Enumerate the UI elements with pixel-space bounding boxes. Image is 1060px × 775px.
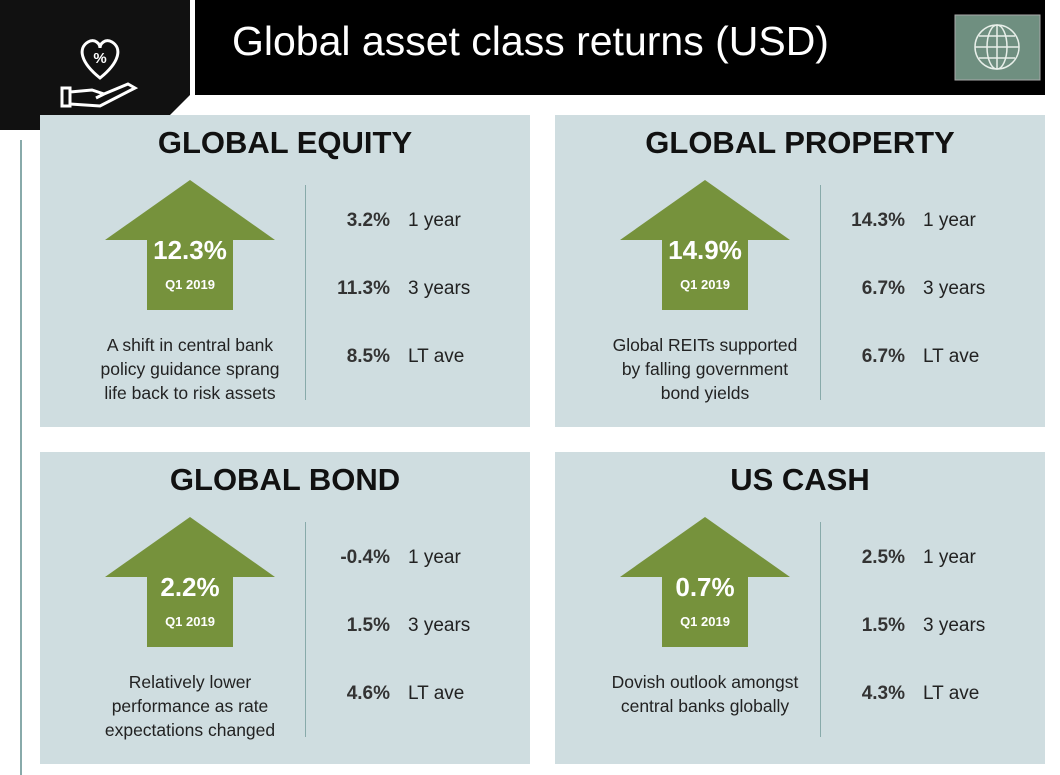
divider xyxy=(305,522,306,737)
description-line: Relatively lower xyxy=(128,672,252,692)
globe-icon xyxy=(974,24,1020,70)
headline-value: 0.7% xyxy=(675,572,735,602)
left-rule xyxy=(20,140,22,775)
description-line: policy guidance sprang xyxy=(100,359,280,379)
stat-value: 11.3% xyxy=(337,278,390,299)
description-line: central banks globally xyxy=(620,696,790,716)
panel-title: US CASH xyxy=(730,462,870,497)
divider xyxy=(820,522,821,737)
divider xyxy=(305,185,306,400)
asset-panel: GLOBAL BOND 2.2% Q1 2019 Relatively lower pe… xyxy=(40,452,530,764)
stat-label: 1 year xyxy=(408,210,461,231)
asset-panel: GLOBAL EQUITY 12.3% Q1 2019 A shift in cent… xyxy=(40,115,530,427)
stat-value: 6.7% xyxy=(861,346,905,367)
icon-block xyxy=(0,0,190,130)
stat-label: 3 years xyxy=(408,615,471,636)
up-arrow xyxy=(105,517,275,647)
description-line: A shift in central bank xyxy=(106,335,274,355)
up-arrow xyxy=(620,517,790,647)
page-title: Global asset class returns (USD) xyxy=(232,18,829,64)
header-bar xyxy=(195,0,1045,95)
stat-value: 14.3% xyxy=(851,210,905,231)
stat-label: 3 years xyxy=(923,278,986,299)
headline-value: 12.3% xyxy=(153,235,227,265)
divider xyxy=(820,185,821,400)
stat-label: 1 year xyxy=(408,547,461,568)
period: Q1 2019 xyxy=(165,277,215,292)
panel-title: GLOBAL PROPERTY xyxy=(645,125,955,160)
description: Global REITs supported by falling governm… xyxy=(575,333,835,405)
heart-hand-icon xyxy=(60,39,139,108)
stat-value: -0.4% xyxy=(340,547,390,568)
stat-label: LT ave xyxy=(408,683,465,704)
period: Q1 2019 xyxy=(680,277,730,292)
stat-label: LT ave xyxy=(408,346,465,367)
stat-value: 4.3% xyxy=(861,683,905,704)
percent-glyph: % xyxy=(93,50,106,67)
description: A shift in central bank policy guidance s… xyxy=(60,333,320,405)
stat-label: 3 years xyxy=(408,278,471,299)
stat-value: 8.5% xyxy=(346,346,390,367)
stat-label: 1 year xyxy=(923,210,976,231)
stat-label: 3 years xyxy=(923,615,986,636)
stat-value: 6.7% xyxy=(861,278,905,299)
stat-value: 4.6% xyxy=(346,683,390,704)
up-arrow xyxy=(620,180,790,310)
header-graphics: % xyxy=(0,0,1045,130)
description-line: Global REITs supported xyxy=(612,335,798,355)
description: Relatively lower performance as rate expec… xyxy=(60,670,320,742)
description-line: performance as rate xyxy=(111,696,269,716)
description: Dovish outlook amongst central banks glob… xyxy=(575,670,835,718)
stat-label: LT ave xyxy=(923,346,980,367)
stat-value: 3.2% xyxy=(346,210,390,231)
asset-panel: GLOBAL PROPERTY 14.9% Q1 2019 Global REITs … xyxy=(555,115,1045,427)
panel-title: GLOBAL BOND xyxy=(169,462,401,497)
period: Q1 2019 xyxy=(680,614,730,629)
period: Q1 2019 xyxy=(165,614,215,629)
up-arrow xyxy=(105,180,275,310)
stat-value: 1.5% xyxy=(346,615,390,636)
description-line: expectations changed xyxy=(104,720,276,740)
stat-label: 1 year xyxy=(923,547,976,568)
description-line: Dovish outlook amongst xyxy=(611,672,799,692)
stat-value: 1.5% xyxy=(861,615,905,636)
description-line: life back to risk assets xyxy=(104,383,276,403)
panel-title: GLOBAL EQUITY xyxy=(157,125,413,160)
stat-label: LT ave xyxy=(923,683,980,704)
headline-value: 2.2% xyxy=(160,572,220,602)
asset-panel: US CASH 0.7% Q1 2019 Dovish outlook amongst… xyxy=(555,452,1045,764)
headline-value: 14.9% xyxy=(668,235,742,265)
description-line: bond yields xyxy=(660,383,750,403)
stat-value: 2.5% xyxy=(861,547,905,568)
description-line: by falling government xyxy=(621,359,789,379)
